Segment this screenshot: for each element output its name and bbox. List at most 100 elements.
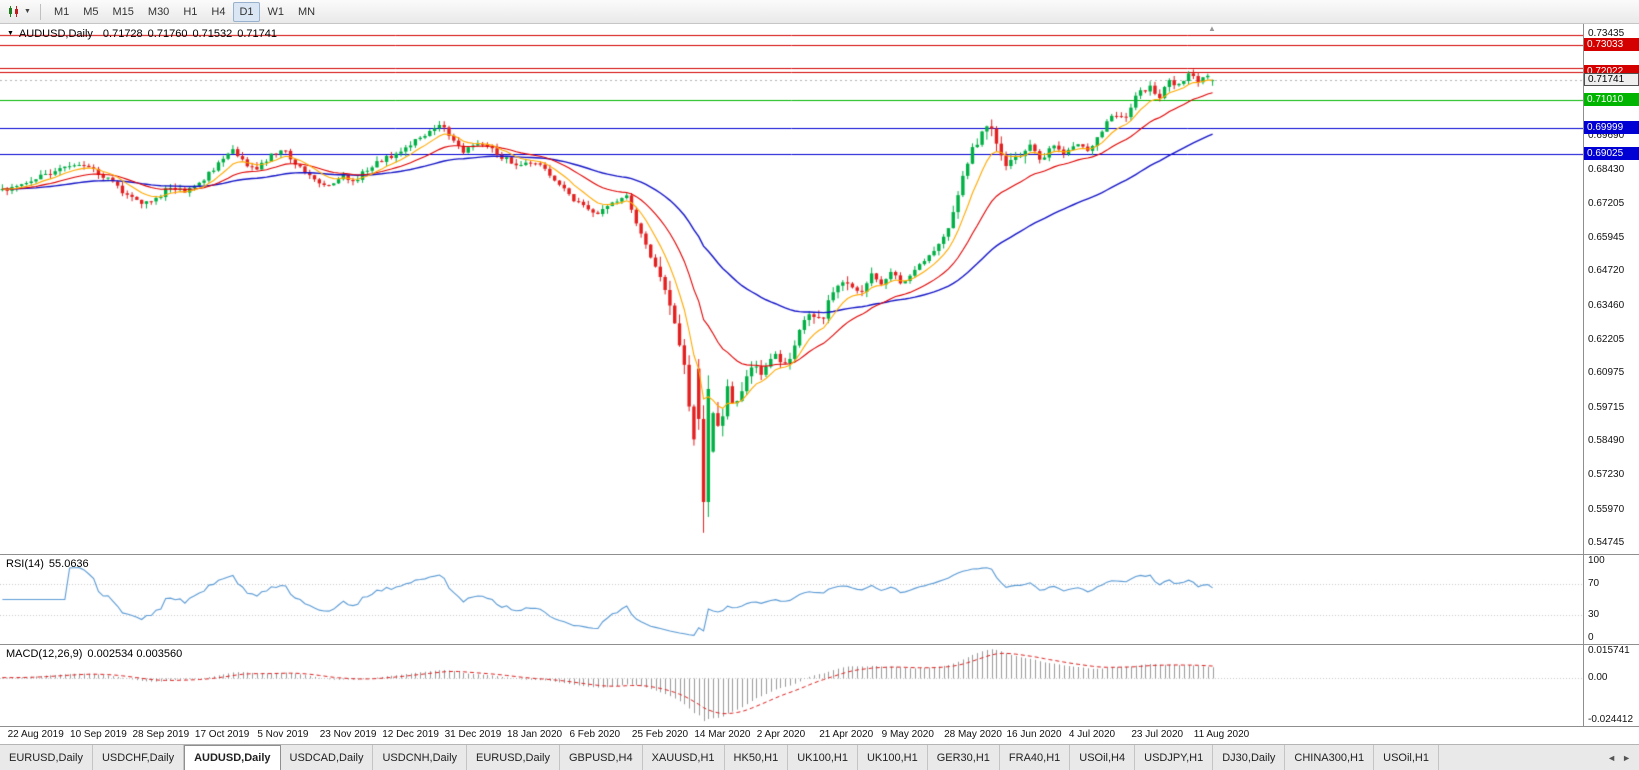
rsi-value: 55.0636 [48,558,89,570]
chart-type-dropdown-icon[interactable]: ▼ [24,8,31,15]
macd-axis-label: 0.00 [1588,671,1608,683]
tab-scroll-arrows: ◄ ► [1599,745,1639,770]
date-axis-label: 21 Apr 2020 [819,729,874,740]
symbol-period-label: AUDUSD,Daily [18,28,93,40]
macd-axis-label: 0.015741 [1588,645,1630,656]
rsi-axis-label: 70 [1588,578,1600,590]
rsi-header: RSI(14) 55.0636 [6,558,89,570]
chart-tab-fra40-h1[interactable]: FRA40,H1 [999,745,1071,770]
chart-tab-audusd-daily[interactable]: AUDUSD,Daily [184,745,281,770]
chart-tab-hk50-h1[interactable]: HK50,H1 [724,745,789,770]
date-axis-label: 28 May 2020 [944,729,1002,740]
timeframe-button-m30[interactable]: M30 [142,2,175,22]
chart-tab-china300-h1[interactable]: CHINA300,H1 [1285,745,1375,770]
chart-tab-usoil-h4[interactable]: USOil,H4 [1070,745,1136,770]
timeframe-button-h4[interactable]: H4 [205,2,231,22]
date-axis-label: 4 Jul 2020 [1068,729,1116,740]
date-axis-label: 31 Dec 2019 [444,729,502,740]
date-axis-label: 25 Feb 2020 [631,729,689,740]
rsi-axis-label: 0 [1588,632,1594,643]
timeframe-button-m15[interactable]: M15 [107,2,140,22]
price-panel: ▼ AUDUSD,Daily 0.71728 0.71760 0.71532 0.7174… [0,24,1639,554]
chart-tab-gbpusd-h4[interactable]: GBPUSD,H4 [560,745,643,770]
price-axis-label: 0.73435 [1588,27,1625,39]
price-axis-label: 0.63460 [1588,299,1625,311]
chart-tab-usdchf-daily[interactable]: USDCHF,Daily [92,745,185,770]
chart-tab-usdcad-daily[interactable]: USDCAD,Daily [280,745,374,770]
macd-title: MACD(12,26,9) [6,648,83,660]
date-axis-label: 14 Mar 2020 [694,729,751,740]
date-axis-label: 6 Feb 2020 [569,729,621,740]
horizontal-line-price-tag[interactable]: 0.69999 [1584,120,1639,134]
price-axis-label: 0.59715 [1588,401,1625,413]
macd-axis: 0.015741 0.00 -0.024412 [1583,645,1639,726]
timeframe-button-d1[interactable]: D1 [233,1,260,22]
ohlc-values: 0.71728 0.71760 0.71532 0.71741 [103,28,282,40]
toolbar: ▼ M1 M5 M15 M30 H1 H4 D1 W1 MN [0,0,1639,24]
chart-tab-uk100-h1[interactable]: UK100,H1 [857,745,928,770]
chart-tab-uk100-h1[interactable]: UK100,H1 [788,745,858,770]
rsi-panel: RSI(14) 55.0636 100 70 30 0 [0,554,1639,644]
price-axis-label: 0.60975 [1588,367,1625,379]
date-axis-label: 22 Aug 2019 [7,729,64,740]
chart-title: ▼ AUDUSD,Daily 0.71728 0.71760 0.71532 0.7174… [7,28,282,40]
open-value: 0.71728 [102,28,143,40]
date-axis-label: 16 Jun 2020 [1006,729,1062,740]
chart-tab-usoil-h1[interactable]: USOil,H1 [1374,745,1439,770]
chart-tab-eurusd-daily[interactable]: EURUSD,Daily [0,745,93,770]
date-axis-label: 28 Sep 2019 [132,729,190,740]
timeframe-button-m5[interactable]: M5 [77,2,104,22]
date-axis: 22 Aug 2019 10 Sep 2019 28 Sep 2019 17 Oct … [0,726,1639,744]
horizontal-line-price-tag[interactable]: 0.71010 [1584,93,1639,107]
date-axis-label: 23 Jul 2020 [1131,729,1184,740]
date-axis-label: 18 Jan 2020 [507,729,563,740]
chart-shift-marker-icon[interactable]: ▲ [1208,24,1216,33]
timeframe-button-mn[interactable]: MN [292,2,321,22]
chart-tab-usdjpy-h1[interactable]: USDJPY,H1 [1135,745,1214,770]
chart-tab-xauusd-h1[interactable]: XAUUSD,H1 [642,745,725,770]
title-caret-icon[interactable]: ▼ [7,30,14,37]
rsi-axis: 100 70 30 0 [1583,555,1639,644]
macd-panel: MACD(12,26,9) 0.002534 0.003560 0.015741 0… [0,644,1639,726]
rsi-title: RSI(14) [6,558,44,570]
toolbar-separator [39,3,41,20]
macd-header: MACD(12,26,9) 0.002534 0.003560 [6,648,182,660]
price-axis-label: 0.69690 [1588,129,1625,141]
current-price-tag[interactable]: 0.71741 [1584,73,1639,87]
price-axis-label: 0.65945 [1588,231,1625,243]
price-axis-label: 0.67205 [1588,197,1625,209]
date-axis-label: 11 Aug 2020 [1193,729,1250,740]
chart-tab-eurusd-daily[interactable]: EURUSD,Daily [467,745,560,770]
price-axis-label: 0.55970 [1588,503,1625,515]
candlestick-chart-icon[interactable] [5,3,23,21]
price-axis-label: 0.64720 [1588,265,1625,277]
macd-axis-label: -0.024412 [1588,714,1634,725]
close-value: 0.71741 [237,28,277,40]
chart-tab-usdcnh-daily[interactable]: USDCNH,Daily [373,745,468,770]
chart-tab-bar: EURUSD,Daily USDCHF,Daily AUDUSD,Daily USDC… [0,744,1639,770]
price-axis: 0.73435 0.69690 0.68430 0.67205 0.65945 0.647… [1583,24,1639,554]
tab-scroll-left-button[interactable]: ◄ [1607,752,1617,763]
date-axis-label: 10 Sep 2019 [70,729,127,740]
tab-scroll-right-button[interactable]: ► [1622,752,1631,763]
macd-values: 0.002534 0.003560 [87,648,183,660]
price-chart-canvas[interactable] [0,24,1583,554]
rsi-indicator-canvas[interactable] [0,555,1583,644]
date-axis-label: 17 Oct 2019 [194,729,250,740]
date-axis-label: 12 Dec 2019 [382,729,439,740]
timeframe-button-w1[interactable]: W1 [262,2,291,22]
horizontal-line-price-tag[interactable]: 0.73033 [1584,37,1639,51]
low-value: 0.71532 [192,28,233,40]
chart-tabs: EURUSD,Daily USDCHF,Daily AUDUSD,Daily USDC… [0,745,1439,770]
chart-tab-ger30-h1[interactable]: GER30,H1 [927,745,1000,770]
timeframe-button-h1[interactable]: H1 [177,2,203,22]
price-axis-label: 0.58490 [1588,435,1625,446]
timeframe-button-m1[interactable]: M1 [48,2,75,22]
macd-indicator-canvas[interactable] [0,645,1583,726]
chart-tab-dj30-daily[interactable]: DJ30,Daily [1213,745,1286,770]
price-axis-label: 0.62205 [1588,333,1625,345]
price-axis-label: 0.57230 [1588,469,1625,481]
horizontal-line-price-tag[interactable]: 0.69025 [1584,147,1639,161]
date-axis-label: 2 Apr 2020 [756,729,806,740]
timeframe-buttons: M1 M5 M15 M30 H1 H4 D1 W1 MN [47,1,322,22]
